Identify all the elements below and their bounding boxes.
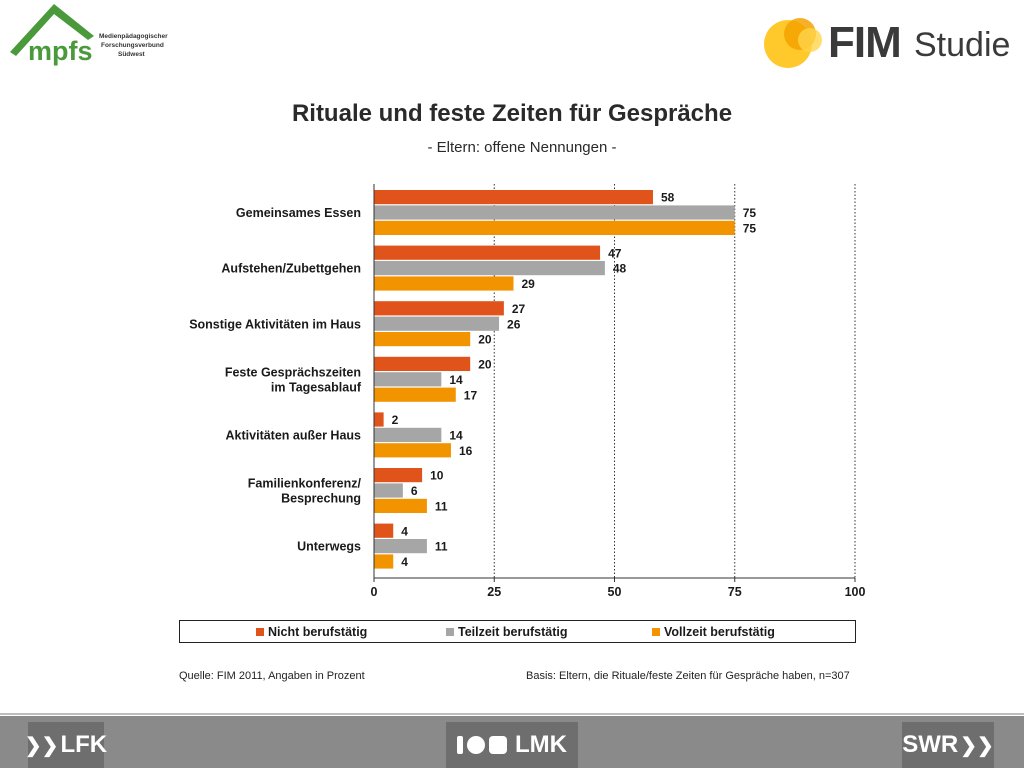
legend-swatch xyxy=(256,628,264,636)
mpfs-caption-3: Südwest xyxy=(118,51,146,58)
bar xyxy=(374,220,735,235)
bar xyxy=(374,316,500,331)
bar xyxy=(374,205,735,220)
lmk-blocks-icon xyxy=(457,736,507,754)
data-label: 17 xyxy=(464,388,478,402)
bar xyxy=(374,276,514,291)
lmk-wordmark: LMK xyxy=(515,731,567,758)
swr-logo: SWR ❯❯ xyxy=(902,722,994,768)
basis-note: Basis: Eltern, die Rituale/feste Zeiten … xyxy=(526,670,850,682)
legend-item: Teilzeit berufstätig xyxy=(446,625,568,639)
data-label: 75 xyxy=(743,222,757,236)
bar xyxy=(374,190,653,205)
legend-swatch xyxy=(446,628,454,636)
category-label: Besprechung xyxy=(281,492,361,506)
x-tick-label: 0 xyxy=(371,585,378,599)
chart-title: Rituale und feste Zeiten für Gespräche xyxy=(291,100,733,127)
data-label: 2 xyxy=(392,413,399,427)
x-tick-label: 50 xyxy=(608,585,622,599)
legend-label: Vollzeit berufstätig xyxy=(664,625,775,639)
data-label: 4 xyxy=(401,555,408,569)
bar xyxy=(374,498,427,513)
data-label: 11 xyxy=(435,500,448,514)
bar xyxy=(374,387,456,402)
data-label: 20 xyxy=(478,358,492,372)
data-label: 6 xyxy=(411,484,418,498)
x-tick-label: 75 xyxy=(728,585,742,599)
category-label: Gemeinsames Essen xyxy=(236,206,361,220)
bar xyxy=(374,539,427,554)
category-label: Familienkonferenz/ xyxy=(248,477,362,491)
source-note: Quelle: FIM 2011, Angaben in Prozent xyxy=(179,670,365,682)
data-label: 47 xyxy=(608,246,622,260)
mpfs-caption-2: Forschungsverbund xyxy=(101,42,164,49)
category-label: Feste Gesprächszeiten xyxy=(225,365,361,379)
category-label: Aufstehen/Zubettgehen xyxy=(221,262,361,276)
bar xyxy=(374,301,504,316)
bar xyxy=(374,427,442,442)
bar xyxy=(374,332,471,347)
lfk-logo: ❯❯ LFK xyxy=(24,722,108,768)
bar xyxy=(374,468,423,483)
data-label: 14 xyxy=(449,429,463,443)
legend-swatch xyxy=(652,628,660,636)
bar xyxy=(374,372,442,387)
swr-chevrons-icon: ❯❯ xyxy=(960,734,994,757)
bar xyxy=(374,523,394,538)
bar xyxy=(374,261,605,276)
lmk-logo: LMK xyxy=(446,722,578,768)
data-label: 14 xyxy=(449,373,463,387)
category-label: Aktivitäten außer Haus xyxy=(226,429,362,443)
data-label: 27 xyxy=(512,302,526,316)
data-label: 26 xyxy=(507,317,521,331)
fim-wordmark: FIM xyxy=(828,18,902,67)
data-label: 10 xyxy=(430,469,444,483)
mpfs-roof-icon: mpfs Medienpädagogischer Forschungsverbu… xyxy=(10,4,168,66)
fim-studie-logo: FIM Studie xyxy=(762,10,1012,74)
category-label: Unterwegs xyxy=(297,540,361,554)
data-label: 75 xyxy=(743,206,757,220)
bar xyxy=(374,483,403,498)
mpfs-caption-1: Medienpädagogischer xyxy=(99,33,168,40)
studie-wordmark: Studie xyxy=(914,26,1011,64)
category-label: Sonstige Aktivitäten im Haus xyxy=(189,317,361,331)
data-label: 11 xyxy=(435,540,448,554)
lfk-chevrons-icon: ❯❯ xyxy=(24,734,59,757)
x-tick-label: 25 xyxy=(487,585,501,599)
bar xyxy=(374,412,384,427)
footer-divider xyxy=(0,713,1024,715)
lfk-wordmark: LFK xyxy=(60,731,108,758)
swr-wordmark: SWR xyxy=(902,731,959,758)
data-label: 48 xyxy=(613,262,627,276)
x-tick-label: 100 xyxy=(845,585,866,599)
legend-label: Nicht berufstätig xyxy=(268,625,368,639)
mpfs-wordmark: mpfs xyxy=(28,36,93,66)
data-label: 20 xyxy=(478,333,492,347)
bar xyxy=(374,443,451,458)
legend-item: Vollzeit berufstätig xyxy=(652,625,775,639)
chart-subtitle: - Eltern: offene Nennungen - xyxy=(427,139,617,156)
fim-circles-icon xyxy=(764,18,822,68)
bar xyxy=(374,356,471,371)
data-label: 29 xyxy=(521,277,535,291)
legend-item: Nicht berufstätig xyxy=(256,625,367,639)
bar xyxy=(374,554,394,569)
data-label: 58 xyxy=(661,191,675,205)
bar xyxy=(374,245,601,260)
mpfs-logo: mpfs Medienpädagogischer Forschungsverbu… xyxy=(6,0,176,66)
chart-legend: Nicht berufstätig Teilzeit berufstätig Vol… xyxy=(179,620,856,643)
data-label: 16 xyxy=(459,444,473,458)
legend-label: Teilzeit berufstätig xyxy=(458,625,568,639)
category-label: im Tagesablauf xyxy=(271,380,362,394)
data-label: 4 xyxy=(401,524,408,538)
